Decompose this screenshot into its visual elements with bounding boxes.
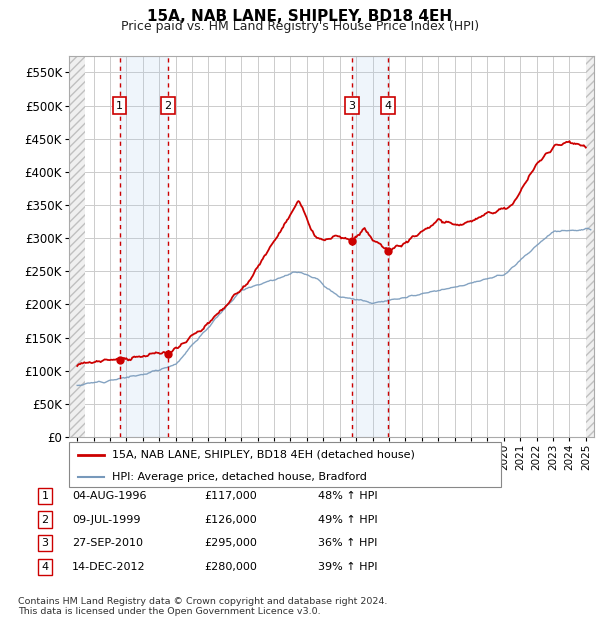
Text: 14-DEC-2012: 14-DEC-2012 [72,562,146,572]
Text: 39% ↑ HPI: 39% ↑ HPI [318,562,377,572]
Text: 04-AUG-1996: 04-AUG-1996 [72,491,146,501]
Text: £295,000: £295,000 [204,538,257,548]
Bar [586,56,594,437]
Text: 49% ↑ HPI: 49% ↑ HPI [318,515,377,525]
Text: 3: 3 [349,100,355,110]
Text: 2: 2 [41,515,49,525]
Text: 48% ↑ HPI: 48% ↑ HPI [318,491,377,501]
Bar [69,56,85,437]
Text: £126,000: £126,000 [204,515,257,525]
Text: Contains HM Land Registry data © Crown copyright and database right 2024.: Contains HM Land Registry data © Crown c… [18,597,388,606]
Text: £280,000: £280,000 [204,562,257,572]
Text: 4: 4 [385,100,392,110]
Text: 09-JUL-1999: 09-JUL-1999 [72,515,140,525]
Text: 36% ↑ HPI: 36% ↑ HPI [318,538,377,548]
Text: 27-SEP-2010: 27-SEP-2010 [72,538,143,548]
Text: 15A, NAB LANE, SHIPLEY, BD18 4EH: 15A, NAB LANE, SHIPLEY, BD18 4EH [148,9,452,24]
Text: £117,000: £117,000 [204,491,257,501]
Text: 1: 1 [116,100,123,110]
Text: This data is licensed under the Open Government Licence v3.0.: This data is licensed under the Open Gov… [18,607,320,616]
Text: 3: 3 [41,538,49,548]
Text: 1: 1 [41,491,49,501]
Bar [119,56,168,437]
Text: 2: 2 [164,100,172,110]
Text: HPI: Average price, detached house, Bradford: HPI: Average price, detached house, Brad… [112,472,367,482]
Text: 15A, NAB LANE, SHIPLEY, BD18 4EH (detached house): 15A, NAB LANE, SHIPLEY, BD18 4EH (detach… [112,450,415,459]
Bar [352,56,388,437]
Text: 4: 4 [41,562,49,572]
Text: Price paid vs. HM Land Registry's House Price Index (HPI): Price paid vs. HM Land Registry's House … [121,20,479,33]
FancyBboxPatch shape [69,442,501,487]
